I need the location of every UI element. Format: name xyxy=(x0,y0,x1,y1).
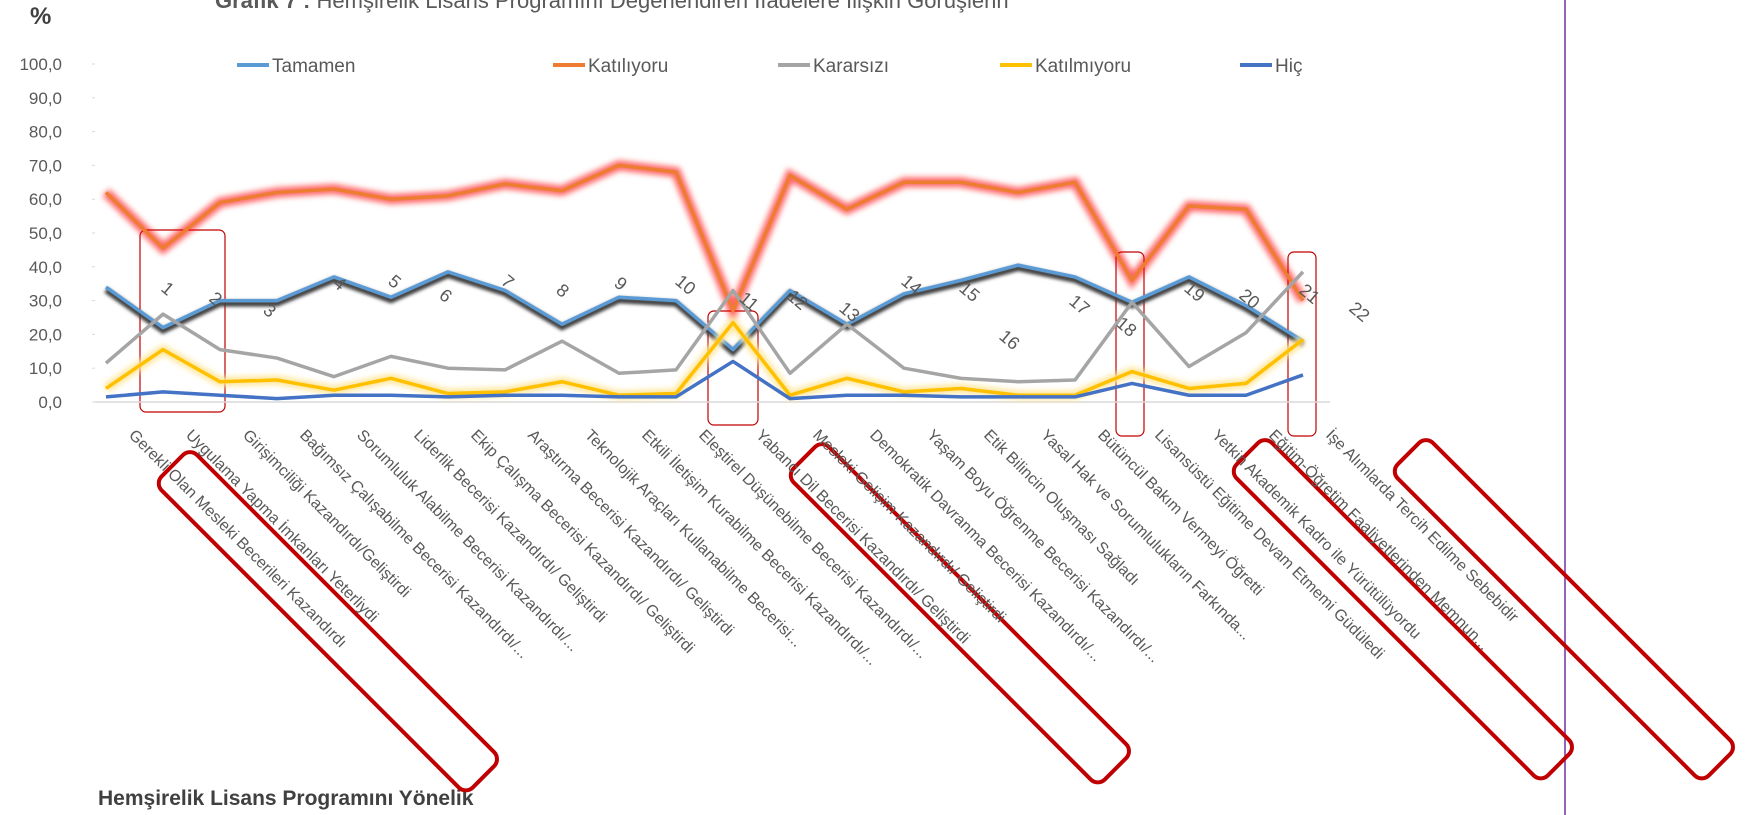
label-highlights xyxy=(156,438,1735,793)
y-tick-label: 80,0 xyxy=(29,123,62,142)
series-line xyxy=(104,163,1305,313)
point-label: 10 xyxy=(671,271,699,299)
legend-label: Tamamen xyxy=(272,56,355,77)
point-label: 20 xyxy=(1235,285,1263,313)
x-tick-label: Gerekli Olan Mesleki Becerileri Kazandır… xyxy=(125,427,350,652)
y-tick-label: 0,0 xyxy=(38,393,62,412)
y-tick-label: 90,0 xyxy=(29,89,62,108)
legend-label: Katılıyoru xyxy=(588,56,668,77)
point-label: 8 xyxy=(552,280,573,302)
y-tick-label: 50,0 xyxy=(29,224,62,243)
point-label: 6 xyxy=(435,285,456,307)
x-tick-label: Yabancı Dil Becerisi Kazandırdı/ Gelişti… xyxy=(752,427,973,648)
footer: Hemşirelik Lisans Programını Yönelik xyxy=(98,787,474,810)
point-label: 18 xyxy=(1112,313,1140,341)
y-tick-label: 20,0 xyxy=(29,325,62,344)
legend-label: Hiç xyxy=(1275,56,1302,77)
x-tick-label: Araştırma Becerisi Kazandırdı/ Geliştird… xyxy=(524,427,737,640)
point-label: 1 xyxy=(157,278,178,300)
point-label: 21 xyxy=(1295,280,1323,308)
point-label: 17 xyxy=(1065,291,1093,319)
legend-label: Katılmıyoru xyxy=(1035,56,1131,77)
title-bold: Grafik 7 : xyxy=(215,0,310,13)
point-label: 9 xyxy=(610,273,631,295)
x-tick-label: Yasal Hak ve Sorumlulukların Farkında... xyxy=(1037,427,1254,644)
chart-title: Grafik 7 : Hemşirelik Lisans Programını … xyxy=(215,0,1009,13)
point-label: 16 xyxy=(995,326,1023,354)
y-axis-label: % xyxy=(30,3,51,30)
y-tick-label: 40,0 xyxy=(29,258,62,277)
title-text: Hemşirelik Lisans Programını Değerlendir… xyxy=(317,0,1009,13)
y-tick-label: 100,0 xyxy=(19,55,62,74)
x-tick-label: Yetkin Akademik Kadro ile Yürütülüyordu xyxy=(1208,427,1424,643)
y-tick-label: 70,0 xyxy=(29,156,62,175)
series-line xyxy=(104,263,1304,352)
y-tick-label: 60,0 xyxy=(29,190,62,209)
series-line xyxy=(105,320,1305,397)
x-tick-label: Teknolojik Araçları Kullanabilme Beceris… xyxy=(581,427,805,651)
y-tick-label: 30,0 xyxy=(29,292,62,311)
series-line xyxy=(104,270,1305,384)
point-label: 22 xyxy=(1345,298,1373,326)
legend-label: Kararsızı xyxy=(813,56,889,77)
series-line xyxy=(105,359,1304,401)
y-tick-label: 10,0 xyxy=(29,359,62,378)
